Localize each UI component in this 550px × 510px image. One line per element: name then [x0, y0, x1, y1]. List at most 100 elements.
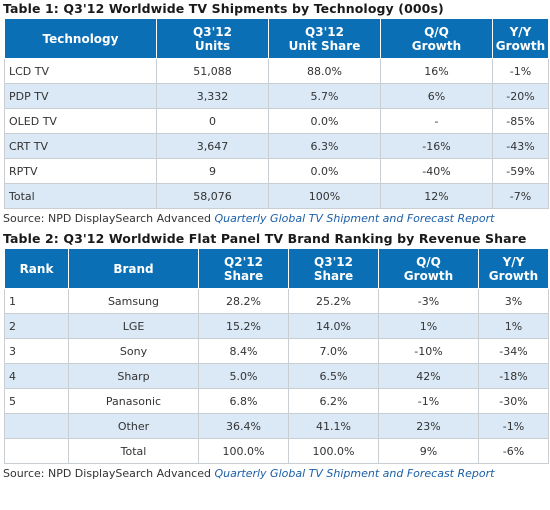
table2-header-3-line-1: Share [313, 268, 354, 283]
table2-row: Other 36.4% 41.1% 23% -1% [4, 413, 549, 439]
table1-cell: 16% [380, 58, 493, 84]
table1-cell: OLED TV [4, 108, 157, 134]
table2-header-5: Y/Y Growth [478, 248, 549, 289]
table2-header-2: Q2'12 Share [198, 248, 289, 289]
table2-cell: 6.2% [288, 388, 379, 414]
table2-cell: 28.2% [198, 288, 289, 314]
table1-cell: RPTV [4, 158, 157, 184]
table2-cell [4, 438, 69, 464]
table2-header-5-line-1: Growth [488, 268, 539, 283]
table2-cell: 3% [478, 288, 549, 314]
table1-cell: 12% [380, 183, 493, 209]
table2-cell: -1% [478, 413, 549, 439]
table2-cell: 25.2% [288, 288, 379, 314]
table2-cell: LGE [68, 313, 199, 339]
table1-header-4-line-0: Y/Y [509, 24, 532, 39]
table1-header-3-line-0: Q/Q [424, 24, 449, 39]
table1-header-2-line-1: Unit Share [288, 38, 361, 53]
table1-cell: -1% [492, 58, 549, 84]
table1-cell: 0.0% [268, 158, 381, 184]
table2-row: 1 Samsung 28.2% 25.2% -3% 3% [4, 288, 549, 314]
table2-cell: 1% [478, 313, 549, 339]
table2-cell: -3% [378, 288, 479, 314]
table2-cell: -1% [378, 388, 479, 414]
table1-cell: PDP TV [4, 83, 157, 109]
table1-cell: -59% [492, 158, 549, 184]
table2-row: 2 LGE 15.2% 14.0% 1% 1% [4, 313, 549, 339]
table1-technology-shipments: Technology Q3'12 Units Q3'12 Unit Share Q/Q Gr… [4, 18, 549, 209]
table2-row: 4 Sharp 5.0% 6.5% 42% -18% [4, 363, 549, 389]
table1-header-0-line-0: Technology [42, 31, 119, 46]
table1-header-4-line-1: Growth [495, 38, 546, 53]
table2-cell: 7.0% [288, 338, 379, 364]
table2-cell: Other [68, 413, 199, 439]
table2-cell: -10% [378, 338, 479, 364]
table1-cell: -40% [380, 158, 493, 184]
table1-title: Table 1: Q3'12 Worldwide TV Shipments by… [3, 1, 444, 16]
table2-header-3: Q3'12 Share [288, 248, 379, 289]
table1-cell: -7% [492, 183, 549, 209]
table1-cell: 9 [156, 158, 269, 184]
table1-source-report: Quarterly Global TV Shipment and Forecas… [214, 212, 495, 225]
table1-cell: 5.7% [268, 83, 381, 109]
table2-header-0-line-0: Rank [19, 261, 54, 276]
table1-cell: 3,647 [156, 133, 269, 159]
table1-header-2-line-0: Q3'12 [305, 24, 344, 39]
table1-cell: 51,088 [156, 58, 269, 84]
table2-cell: 6.8% [198, 388, 289, 414]
table1-row: Total 58,076 100% 12% -7% [4, 183, 549, 209]
table2-cell: 9% [378, 438, 479, 464]
table2-cell: 14.0% [288, 313, 379, 339]
table2-header-4-line-1: Growth [403, 268, 454, 283]
table2-header-5-line-0: Y/Y [502, 254, 525, 269]
table1-cell: 3,332 [156, 83, 269, 109]
table1-cell: CRT TV [4, 133, 157, 159]
table2-cell: Sharp [68, 363, 199, 389]
table2-cell: -34% [478, 338, 549, 364]
table2-cell: Sony [68, 338, 199, 364]
table1-cell: 100% [268, 183, 381, 209]
table1-cell: 6.3% [268, 133, 381, 159]
table2-header-0: Rank [4, 248, 69, 289]
table2-header-1-line-0: Brand [113, 261, 154, 276]
table1-row: PDP TV 3,332 5.7% 6% -20% [4, 83, 549, 109]
table1-header-3: Q/Q Growth [380, 18, 493, 59]
table1-row: OLED TV 0 0.0% - -85% [4, 108, 549, 134]
table2-cell: 6.5% [288, 363, 379, 389]
table1-cell: -16% [380, 133, 493, 159]
table2-header-4: Q/Q Growth [378, 248, 479, 289]
table1-cell: -85% [492, 108, 549, 134]
table2-cell: Total [68, 438, 199, 464]
table1-row: RPTV 9 0.0% -40% -59% [4, 158, 549, 184]
table1-cell: 58,076 [156, 183, 269, 209]
table1-cell: -20% [492, 83, 549, 109]
table2-cell: -18% [478, 363, 549, 389]
table1-cell: 6% [380, 83, 493, 109]
table2-row: Total 100.0% 100.0% 9% -6% [4, 438, 549, 464]
table2-header-2-line-1: Share [223, 268, 264, 283]
table2-header-4-line-0: Q/Q [416, 254, 441, 269]
table2-row: 3 Sony 8.4% 7.0% -10% -34% [4, 338, 549, 364]
table1-cell: 0 [156, 108, 269, 134]
table2-source: Source: NPD DisplaySearch Advanced Quart… [3, 467, 495, 480]
table2-cell: -30% [478, 388, 549, 414]
table2-cell: 41.1% [288, 413, 379, 439]
table2-cell: 5.0% [198, 363, 289, 389]
table2-cell: 42% [378, 363, 479, 389]
table1-header-1: Q3'12 Units [156, 18, 269, 59]
table1-header-1-line-1: Units [194, 38, 231, 53]
table1-header-1-line-0: Q3'12 [193, 24, 232, 39]
table1-header-0: Technology [4, 18, 157, 59]
table2-cell: 23% [378, 413, 479, 439]
table2-header-1: Brand [68, 248, 199, 289]
table1-source: Source: NPD DisplaySearch Advanced Quart… [3, 212, 495, 225]
table2-cell: 3 [4, 338, 69, 364]
table1-cell: Total [4, 183, 157, 209]
table1-cell: LCD TV [4, 58, 157, 84]
table2-title: Table 2: Q3'12 Worldwide Flat Panel TV B… [3, 231, 527, 246]
table1-header-2: Q3'12 Unit Share [268, 18, 381, 59]
table2-cell: 1% [378, 313, 479, 339]
table2-cell: 36.4% [198, 413, 289, 439]
table1-header-3-line-1: Growth [411, 38, 462, 53]
table2-cell: Panasonic [68, 388, 199, 414]
